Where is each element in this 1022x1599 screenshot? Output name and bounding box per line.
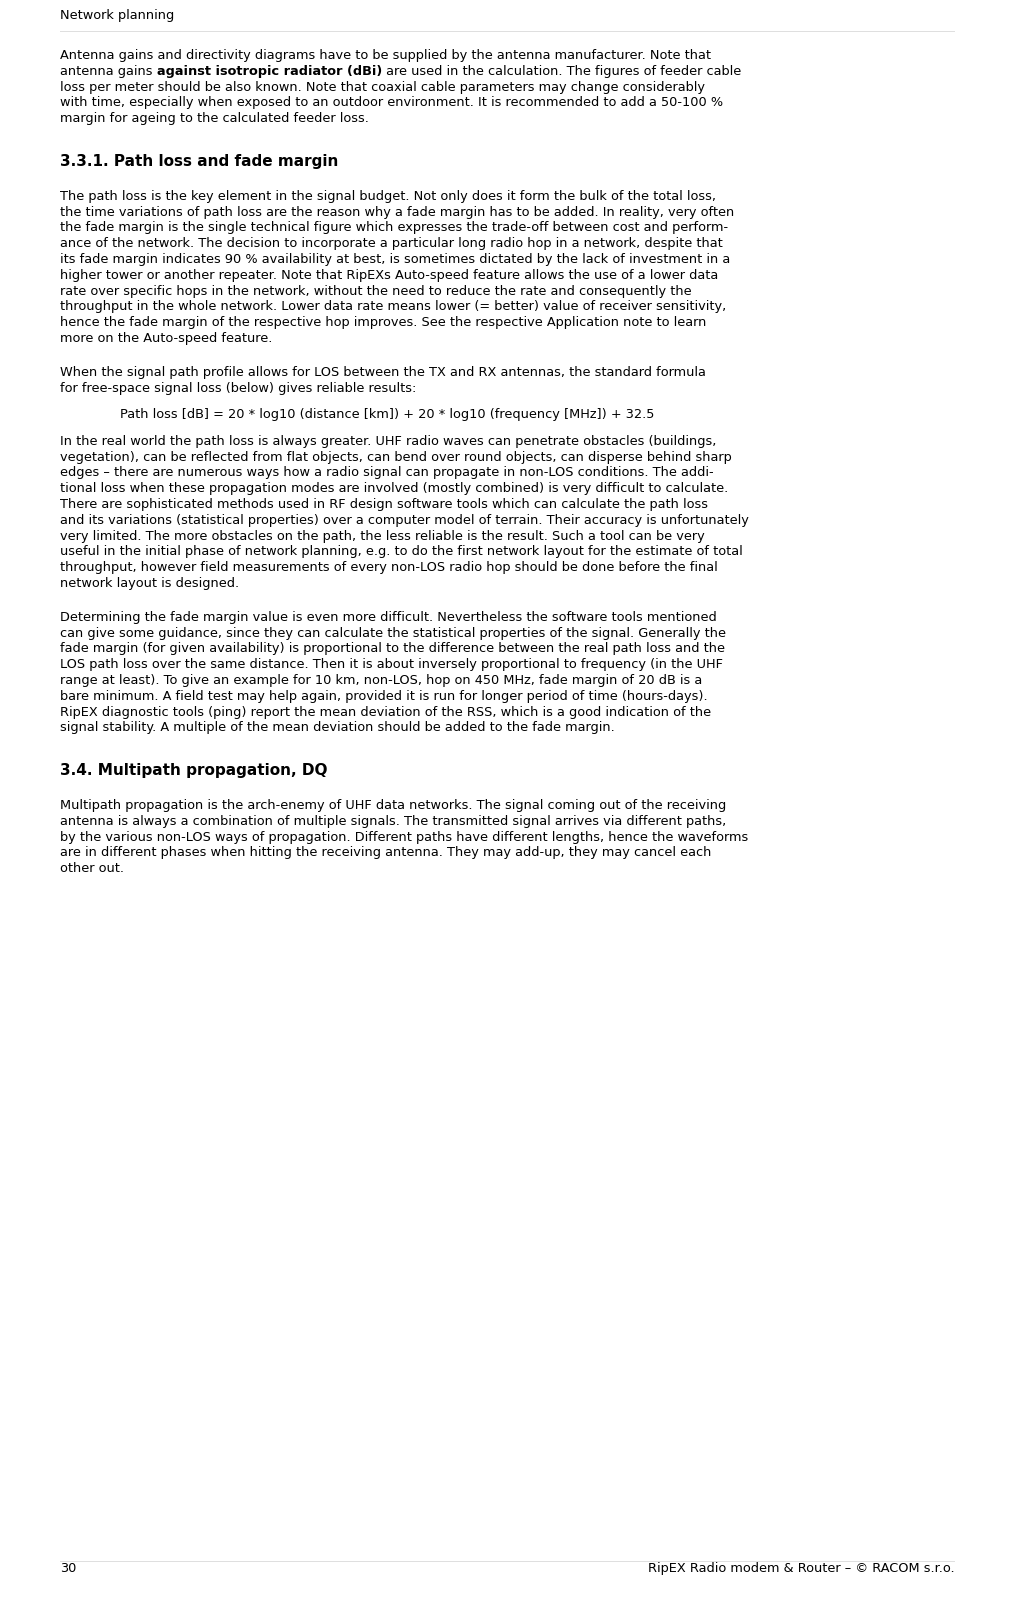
Text: 3.4. Multipath propagation, DQ: 3.4. Multipath propagation, DQ [60,763,327,779]
Text: higher tower or another repeater. Note that RipEXs Auto-speed feature allows the: higher tower or another repeater. Note t… [60,269,718,281]
Text: are used in the calculation. The figures of feeder cable: are used in the calculation. The figures… [382,66,741,78]
Text: signal stability. A multiple of the mean deviation should be added to the fade m: signal stability. A multiple of the mean… [60,721,615,734]
Text: There are sophisticated methods used in RF design software tools which can calcu: There are sophisticated methods used in … [60,497,708,512]
Text: Antenna gains and directivity diagrams have to be supplied by the antenna manufa: Antenna gains and directivity diagrams h… [60,50,711,62]
Text: its fade margin indicates 90 % availability at best, is sometimes dictated by th: its fade margin indicates 90 % availabil… [60,253,731,265]
Text: 3.3.1. Path loss and fade margin: 3.3.1. Path loss and fade margin [60,154,338,169]
Text: Multipath propagation is the arch-enemy of UHF data networks. The signal coming : Multipath propagation is the arch-enemy … [60,800,727,812]
Text: the fade margin is the single technical figure which expresses the trade-off bet: the fade margin is the single technical … [60,221,728,235]
Text: Path loss [dB] = 20 * log10 (distance [km]) + 20 * log10 (frequency [MHz]) + 32.: Path loss [dB] = 20 * log10 (distance [k… [120,408,654,421]
Text: throughput, however field measurements of every non-LOS radio hop should be done: throughput, however field measurements o… [60,561,717,574]
Text: RipEX Radio modem & Router – © RACOM s.r.o.: RipEX Radio modem & Router – © RACOM s.r… [648,1562,955,1575]
Text: ance of the network. The decision to incorporate a particular long radio hop in : ance of the network. The decision to inc… [60,237,723,249]
Text: RipEX diagnostic tools (ping) report the mean deviation of the RSS, which is a g: RipEX diagnostic tools (ping) report the… [60,705,711,718]
Text: fade margin (for given availability) is proportional to the difference between t: fade margin (for given availability) is … [60,643,725,656]
Text: for free-space signal loss (below) gives reliable results:: for free-space signal loss (below) gives… [60,382,416,395]
Text: more on the Auto-speed feature.: more on the Auto-speed feature. [60,333,273,345]
Text: and its variations (statistical properties) over a computer model of terrain. Th: and its variations (statistical properti… [60,513,749,526]
Text: network layout is designed.: network layout is designed. [60,577,239,590]
Text: by the various non-LOS ways of propagation. Different paths have different lengt: by the various non-LOS ways of propagati… [60,830,748,844]
Text: can give some guidance, since they can calculate the statistical properties of t: can give some guidance, since they can c… [60,627,726,640]
Text: with time, especially when exposed to an outdoor environment. It is recommended : with time, especially when exposed to an… [60,96,724,109]
Text: against isotropic radiator (dBi): against isotropic radiator (dBi) [156,66,382,78]
Text: LOS path loss over the same distance. Then it is about inversely proportional to: LOS path loss over the same distance. Th… [60,659,723,672]
Text: range at least). To give an example for 10 km, non-LOS, hop on 450 MHz, fade mar: range at least). To give an example for … [60,675,702,688]
Text: are in different phases when hitting the receiving antenna. They may add-up, the: are in different phases when hitting the… [60,846,711,859]
Text: vegetation), can be reflected from flat objects, can bend over round objects, ca: vegetation), can be reflected from flat … [60,451,732,464]
Text: Determining the fade margin value is even more difficult. Nevertheless the softw: Determining the fade margin value is eve… [60,611,716,624]
Text: antenna is always a combination of multiple signals. The transmitted signal arri: antenna is always a combination of multi… [60,815,727,828]
Text: loss per meter should be also known. Note that coaxial cable parameters may chan: loss per meter should be also known. Not… [60,80,705,94]
Text: Network planning: Network planning [60,10,174,22]
Text: edges – there are numerous ways how a radio signal can propagate in non-LOS cond: edges – there are numerous ways how a ra… [60,467,713,480]
Text: In the real world the path loss is always greater. UHF radio waves can penetrate: In the real world the path loss is alway… [60,435,716,448]
Text: margin for ageing to the calculated feeder loss.: margin for ageing to the calculated feed… [60,112,369,125]
Text: tional loss when these propagation modes are involved (mostly combined) is very : tional loss when these propagation modes… [60,483,729,496]
Text: rate over specific hops in the network, without the need to reduce the rate and : rate over specific hops in the network, … [60,285,692,297]
Text: When the signal path profile allows for LOS between the TX and RX antennas, the : When the signal path profile allows for … [60,366,706,379]
Text: the time variations of path loss are the reason why a fade margin has to be adde: the time variations of path loss are the… [60,206,734,219]
Text: 30: 30 [60,1562,77,1575]
Text: hence the fade margin of the respective hop improves. See the respective Applica: hence the fade margin of the respective … [60,317,706,329]
Text: The path loss is the key element in the signal budget. Not only does it form the: The path loss is the key element in the … [60,190,716,203]
Text: antenna gains: antenna gains [60,66,156,78]
Text: bare minimum. A field test may help again, provided it is run for longer period : bare minimum. A field test may help agai… [60,689,707,704]
Text: very limited. The more obstacles on the path, the less reliable is the result. S: very limited. The more obstacles on the … [60,529,705,542]
Text: useful in the initial phase of network planning, e.g. to do the first network la: useful in the initial phase of network p… [60,545,743,558]
Text: throughput in the whole network. Lower data rate means lower (= better) value of: throughput in the whole network. Lower d… [60,301,727,313]
Text: other out.: other out. [60,862,124,875]
